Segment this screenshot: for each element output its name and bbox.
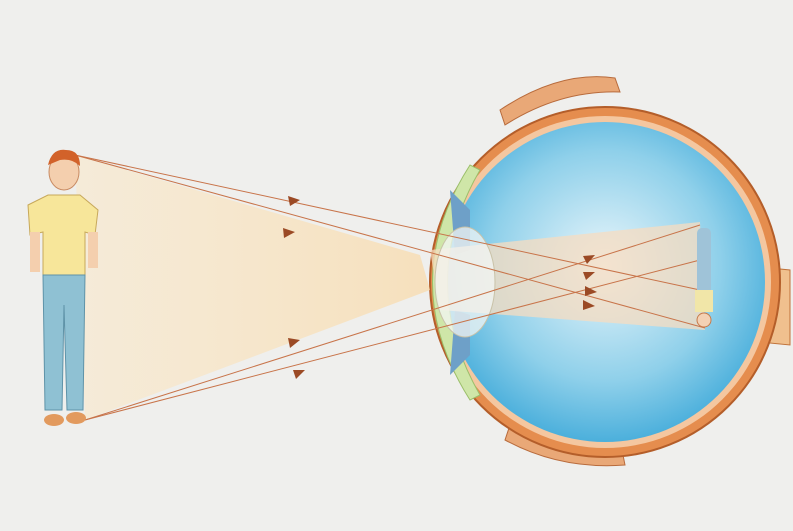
eye-muscle-top (499, 76, 621, 126)
ray-arrows (283, 196, 597, 379)
retinal-image (695, 228, 713, 328)
light-beam-out (430, 222, 705, 330)
person (27, 149, 99, 426)
light-beam-in (75, 155, 430, 420)
rays (74, 154, 706, 421)
lens (434, 226, 496, 338)
